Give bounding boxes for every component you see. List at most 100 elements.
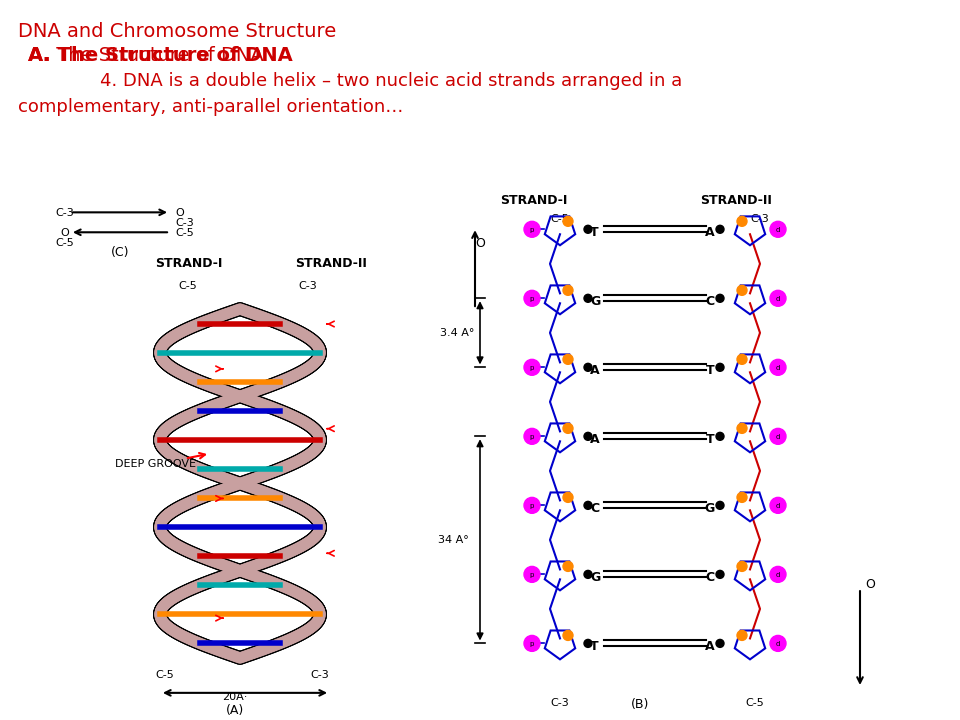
Text: O: O	[475, 238, 485, 251]
Text: C: C	[590, 502, 599, 515]
Text: T: T	[590, 226, 599, 239]
Text: 3.4 A°: 3.4 A°	[440, 328, 474, 338]
Circle shape	[737, 562, 747, 572]
Circle shape	[563, 562, 573, 572]
Text: p: p	[530, 503, 534, 509]
Text: C-5: C-5	[55, 238, 74, 248]
Text: C-3: C-3	[298, 281, 317, 291]
Circle shape	[716, 364, 724, 372]
Text: p: p	[530, 296, 534, 302]
Text: The Structure of DNA: The Structure of DNA	[50, 46, 264, 65]
Circle shape	[524, 636, 540, 652]
Circle shape	[770, 290, 786, 306]
Text: A: A	[706, 226, 715, 239]
Text: p: p	[530, 227, 534, 233]
Text: C-3: C-3	[750, 215, 769, 225]
Text: C-5: C-5	[550, 215, 568, 225]
Circle shape	[584, 501, 592, 509]
Text: complementary, anti-parallel orientation…: complementary, anti-parallel orientation…	[18, 98, 403, 116]
Circle shape	[524, 567, 540, 582]
Text: G: G	[590, 294, 600, 307]
Circle shape	[716, 432, 724, 441]
Text: T: T	[707, 433, 715, 446]
Text: C-3: C-3	[175, 218, 194, 228]
Text: C-5: C-5	[745, 698, 764, 708]
Text: C-5: C-5	[155, 670, 174, 680]
Text: T: T	[590, 640, 599, 653]
Circle shape	[563, 216, 573, 226]
Text: G: G	[590, 571, 600, 584]
Circle shape	[563, 492, 573, 503]
Text: (A): (A)	[226, 704, 244, 717]
Circle shape	[524, 290, 540, 306]
Text: A. The Structure of DNA: A. The Structure of DNA	[28, 46, 293, 65]
Circle shape	[737, 492, 747, 503]
Text: C-3: C-3	[310, 670, 328, 680]
Text: d: d	[776, 227, 780, 233]
Circle shape	[584, 225, 592, 233]
Text: O: O	[175, 208, 183, 218]
Text: DNA and Chromosome Structure: DNA and Chromosome Structure	[18, 22, 336, 41]
Circle shape	[524, 428, 540, 444]
Text: A: A	[590, 364, 600, 377]
Text: d: d	[776, 434, 780, 440]
Text: (B): (B)	[631, 698, 649, 711]
Text: p: p	[530, 641, 534, 647]
Text: d: d	[776, 503, 780, 509]
Text: G: G	[705, 502, 715, 515]
Text: O: O	[865, 578, 875, 591]
Circle shape	[737, 354, 747, 364]
Circle shape	[524, 221, 540, 238]
Circle shape	[524, 498, 540, 513]
Circle shape	[584, 364, 592, 372]
Text: d: d	[776, 365, 780, 371]
Text: STRAND-II: STRAND-II	[700, 194, 772, 207]
Circle shape	[563, 423, 573, 433]
Text: STRAND-I: STRAND-I	[500, 194, 567, 207]
Circle shape	[563, 354, 573, 364]
Circle shape	[770, 567, 786, 582]
Text: p: p	[530, 572, 534, 578]
Circle shape	[584, 294, 592, 302]
Circle shape	[770, 221, 786, 238]
Circle shape	[737, 216, 747, 226]
Circle shape	[770, 359, 786, 375]
Text: C-5: C-5	[175, 228, 194, 238]
Text: STRAND-I: STRAND-I	[155, 257, 223, 270]
Circle shape	[737, 285, 747, 295]
Text: O: O	[60, 228, 69, 238]
Circle shape	[737, 631, 747, 640]
Circle shape	[770, 498, 786, 513]
Circle shape	[584, 639, 592, 647]
Circle shape	[716, 225, 724, 233]
Text: d: d	[776, 641, 780, 647]
Circle shape	[716, 501, 724, 509]
Text: (C): (C)	[110, 246, 130, 259]
Circle shape	[563, 285, 573, 295]
Text: C-3: C-3	[550, 698, 568, 708]
Text: 20A·: 20A·	[223, 692, 248, 702]
Text: d: d	[776, 296, 780, 302]
Text: p: p	[530, 365, 534, 371]
Circle shape	[770, 636, 786, 652]
Text: C-5: C-5	[178, 281, 197, 291]
Text: A.: A.	[28, 46, 51, 65]
Text: DEEP GROOVE: DEEP GROOVE	[115, 459, 196, 469]
Circle shape	[563, 631, 573, 640]
Text: C: C	[706, 571, 715, 584]
Text: STRAND-II: STRAND-II	[295, 257, 367, 270]
Text: A: A	[590, 433, 600, 446]
Circle shape	[584, 570, 592, 578]
Circle shape	[770, 428, 786, 444]
Text: A: A	[706, 640, 715, 653]
Text: 34 A°: 34 A°	[438, 535, 468, 545]
Circle shape	[716, 294, 724, 302]
Text: T: T	[707, 364, 715, 377]
Text: p: p	[530, 434, 534, 440]
Text: d: d	[776, 572, 780, 578]
Text: 4. DNA is a double helix – two nucleic acid strands arranged in a: 4. DNA is a double helix – two nucleic a…	[100, 72, 683, 90]
Circle shape	[716, 570, 724, 578]
Text: C-3: C-3	[55, 208, 74, 218]
Circle shape	[524, 359, 540, 375]
Circle shape	[737, 423, 747, 433]
